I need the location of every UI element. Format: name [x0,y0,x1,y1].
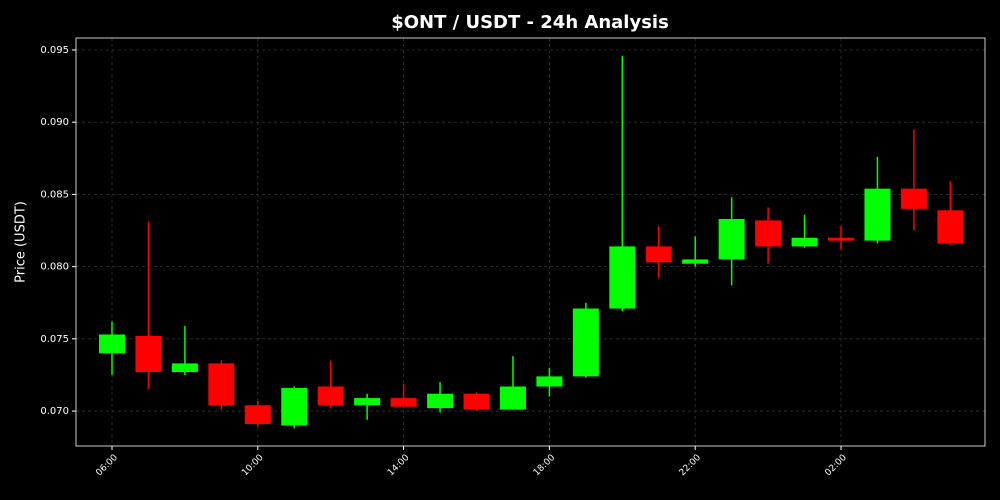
candle-body [499,386,526,410]
candle-body [427,393,454,409]
candle-body [900,188,927,209]
candle-body [755,220,782,247]
candle-body [354,398,381,406]
candle-body [281,387,308,426]
candle-body [682,259,709,264]
chart-title: $ONT / USDT - 24h Analysis [391,12,669,33]
candle-body [864,188,891,241]
y-axis-label: Price (USDT) [14,201,29,283]
plot-frame [75,37,986,447]
y-tick-label: 0.070 [40,406,69,417]
candle-body [937,210,964,244]
candle-body [572,308,599,377]
candle-body [828,237,854,241]
candle-body [390,398,417,407]
candle-body [135,335,162,373]
candle-body [99,334,125,354]
candle-body [317,386,344,406]
candle-body [791,237,818,247]
candle-body [718,218,745,260]
candle-body [171,363,198,373]
y-tick-label: 0.085 [40,189,69,200]
candle-body [463,393,490,410]
y-tick-label: 0.095 [40,45,69,56]
y-tick-label: 0.075 [40,334,69,345]
candle-body [208,363,235,406]
candle-body [645,246,672,263]
y-tick-label: 0.090 [40,117,69,128]
candle-body [536,376,563,387]
y-tick-label: 0.080 [40,262,69,273]
candle-body [609,246,636,309]
candle-body [244,405,271,425]
